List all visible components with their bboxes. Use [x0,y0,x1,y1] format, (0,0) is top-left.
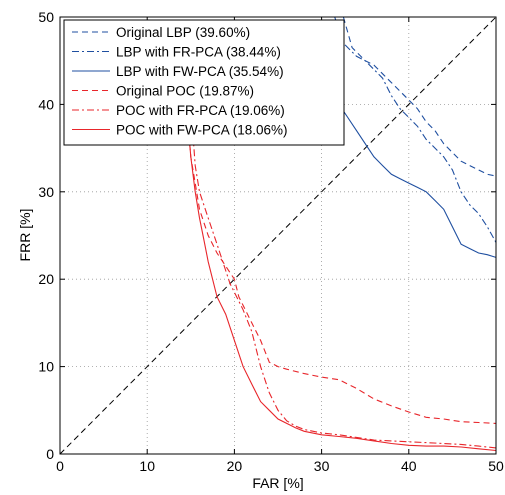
series-layer [185,17,496,452]
series-line-5 [185,104,496,452]
eer-diagonal-line [59,16,497,455]
x-tick-label: 50 [488,458,504,474]
plot-frame [59,16,497,455]
x-tick-label: 20 [227,458,243,474]
x-tick-label: 10 [139,458,155,474]
x-tick-label: 30 [314,458,330,474]
y-tick-label: 30 [38,184,54,200]
y-tick-label: 40 [38,96,54,112]
legend-entry-label: Original LBP (39.60%) [116,25,250,40]
y-tick-label: 50 [38,9,54,25]
y-tick-label: 0 [46,446,54,462]
legend: Original LBP (39.60%) LBP with FR-PCA (38… [63,19,345,146]
diagonal-reference [59,16,497,455]
y-axis-label: FRR [%] [17,209,33,262]
legend-entry-label: POC with FW-PCA (18.06%) [116,123,288,138]
x-axis-label: FAR [%] [252,475,303,491]
series-line-3 [185,104,496,424]
legend-entry-label: POC with FR-PCA (19.06%) [116,103,285,118]
x-tick-label: 0 [56,458,64,474]
y-tick-label: 10 [38,359,54,375]
y-tick-label: 20 [38,271,54,287]
legend-box [63,19,345,146]
tick-labels: 0 10 20 30 40 50 0 10 20 30 40 50 [38,9,504,474]
legend-entry-label: LBP with FW-PCA (35.54%) [116,64,284,79]
x-tick-label: 40 [401,458,417,474]
series-line-4 [190,104,496,449]
series-line-0 [342,17,496,177]
legend-entry-label: Original POC (19.87%) [116,84,254,99]
series-line-2 [303,86,496,258]
series-line-1 [334,17,496,243]
legend-entry-label: LBP with FR-PCA (38.44%) [116,45,281,60]
